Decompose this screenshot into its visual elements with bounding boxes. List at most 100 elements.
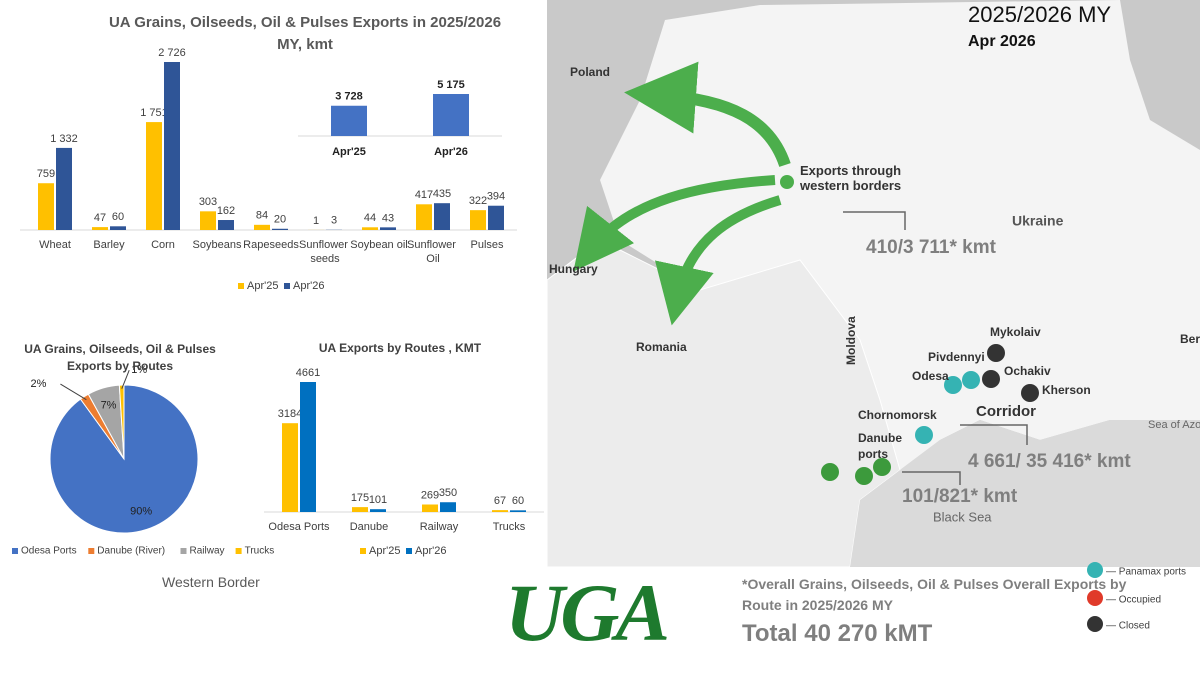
bar [492,510,508,512]
legend-swatch [88,548,95,554]
bar [38,183,54,230]
corridor-label: Corridor [976,403,1036,420]
bar [200,211,216,230]
x-tick-label: Sunflower seeds [299,239,351,265]
country-label: Poland [570,65,610,79]
x-tick-label: Corn [151,239,175,251]
country-label: Moldova [844,316,858,365]
bar [488,205,504,230]
country-label: Ukraine [1012,213,1064,229]
country-label: Ber [1180,332,1200,346]
country-label: Romania [636,340,687,354]
value-label: 4661 [296,367,320,379]
port-label: Odesa [912,369,949,383]
x-tick-label: Soybeans [193,239,242,251]
logo: UGA [505,567,670,658]
bar [146,122,162,230]
map-note: Exports through western borders [800,163,902,193]
route-value: 101/821* kmt [902,486,1018,507]
value-label: 175 [351,492,369,504]
value-label: 2% [31,378,47,390]
legend-label: Railway [190,546,225,557]
annotation: Western Border [162,574,260,590]
x-tick-label: Barley [93,239,125,251]
x-tick-label: Railway [420,521,459,533]
value-label: 1 [313,215,319,227]
bar [282,423,298,512]
port-label: Chornomorsk [858,408,937,422]
port-label: Mykolaiv [990,325,1041,339]
bar [352,507,368,512]
x-tick-label: Danube [350,521,389,533]
arrow [573,175,776,272]
port-label: Kherson [1042,383,1091,397]
value-label: 3 728 [335,91,363,103]
bar [470,210,486,230]
legend-label: Trucks [245,546,275,557]
port-label: Ochakiv [1004,364,1051,378]
value-label: 3184 [278,408,302,420]
value-label: 2 726 [158,47,186,59]
value-label: 303 [199,196,217,208]
bar [254,224,270,230]
bar [110,226,126,230]
legend-swatch [180,548,187,554]
route-value: 410/3 711* kmt [866,237,997,258]
port-label: Danube ports [858,431,903,461]
legend-label: Apr'25 [247,280,278,292]
x-tick-label: Trucks [493,521,526,533]
bar [218,220,234,230]
chart-title: UA Exports by Routes , KMT [318,341,482,355]
value-label: 350 [439,487,457,499]
bar [433,94,469,136]
bar [300,382,316,512]
legend-label: — Occupied [1106,595,1161,606]
value-label: 394 [487,191,505,203]
legend-label: Apr'25 [369,545,400,557]
map: 2025/2026 MY Apr 2026 Poland Hungary Rom… [546,0,1200,632]
chart-title: UA Grains, Oilseeds, Oil & Pulses Export… [24,342,216,373]
value-label: 5 175 [437,79,465,91]
x-tick-label: Sunflower Oil [407,239,459,265]
sea-label: Sea of Azo [1148,419,1200,431]
value-label: 3 [331,215,337,227]
value-label: 1 751 [140,107,168,119]
x-tick-label: Apr'25 [332,146,366,158]
legend-swatch [406,548,412,554]
value-label: 90% [130,506,152,518]
bar [416,204,432,230]
value-label: 162 [217,205,235,217]
legend-swatch [12,548,18,554]
map-subtitle: Apr 2026 [968,33,1036,50]
value-label: 20 [274,214,286,226]
x-tick-label: Rapeseeds [243,239,299,251]
pie-slice [118,384,125,460]
footer-total: Total 40 270 kMT [742,620,933,647]
x-tick-label: Soybean oil [350,239,408,251]
value-label: 60 [512,495,524,507]
value-label: 47 [94,212,106,224]
x-tick-label: Wheat [39,239,71,251]
legend-label: — Closed [1106,621,1150,632]
footer-note: *Overall Grains, Oilseeds, Oil & Pulses … [742,576,1127,613]
legend-swatch [360,548,366,554]
x-tick-label: Odesa Ports [268,521,330,533]
legend-label: — Panamax ports [1106,567,1186,578]
legend-label: Danube (River) [97,546,165,557]
route-value: 4 661/ 35 416* kmt [968,451,1131,472]
value-label: 435 [433,188,451,200]
legend-label: Apr'26 [415,545,446,557]
value-label: 417 [415,189,433,201]
port-icons [821,344,1103,632]
bar [56,147,72,230]
leader [843,211,1028,485]
sea-shape [850,420,1200,567]
bar [272,228,288,230]
bar [331,105,367,136]
value-label: 269 [421,489,439,501]
leader-line [60,383,87,401]
country-label: Hungary [549,262,598,276]
bar [434,203,450,230]
arrow [624,61,791,168]
